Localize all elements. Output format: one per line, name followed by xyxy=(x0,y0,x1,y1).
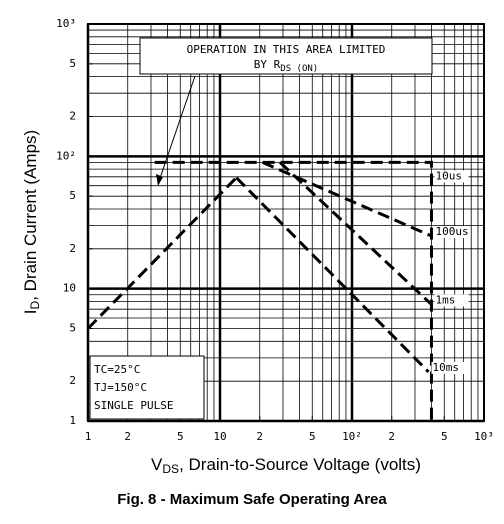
series-label-bg xyxy=(434,294,469,307)
y-label-rest: , Drain Current (Amps) xyxy=(21,130,40,301)
y-tick-label: 2 xyxy=(69,109,76,122)
x-tick-label: 10 xyxy=(213,430,226,443)
y-axis-label: ID, Drain Current (Amps) xyxy=(21,130,42,314)
series-label: 1ms xyxy=(435,293,455,306)
x-tick-label: 1 xyxy=(85,430,92,443)
y-tick-label: 2 xyxy=(69,374,76,387)
x-tick-label: 2 xyxy=(124,430,131,443)
soa-line xyxy=(279,161,433,306)
annotation-box xyxy=(139,37,433,75)
arrow-head xyxy=(156,174,163,186)
y-tick-label: 10² xyxy=(56,149,76,162)
y-tick-label: 5 xyxy=(69,189,76,202)
x-tick-label: 10² xyxy=(342,430,362,443)
y-tick-label: 2 xyxy=(69,242,76,255)
y-tick-label: 10 xyxy=(63,282,76,295)
condition: SINGLE PULSE xyxy=(94,399,173,412)
x-label-rest: , Drain-to-Source Voltage (volts) xyxy=(179,455,421,474)
y-tick-label: 5 xyxy=(69,322,76,335)
x-axis-label: VDS, Drain-to-Source Voltage (volts) xyxy=(151,455,421,476)
x-tick-label: 2 xyxy=(388,430,395,443)
x-tick-label: 5 xyxy=(309,430,316,443)
series-label: 100us xyxy=(435,225,468,238)
plot-frame xyxy=(87,23,485,422)
x-tick-label: 2 xyxy=(256,430,263,443)
x-tick-label: 5 xyxy=(177,430,184,443)
condition: TC=25°C xyxy=(94,363,140,376)
series-label-bg xyxy=(434,226,469,239)
soa-line xyxy=(154,160,433,421)
soa-line xyxy=(235,176,430,373)
y-tick-label: 10³ xyxy=(56,17,76,30)
y-label-sub: D xyxy=(28,300,42,309)
series-label: 10ms xyxy=(433,361,460,374)
annotation-sub: DS (ON) xyxy=(280,64,318,74)
y-tick-label: 5 xyxy=(69,57,76,70)
x-label-sub: DS xyxy=(162,462,179,476)
condition: TJ=150°C xyxy=(94,381,147,394)
annotation-line: BY RDS (ON) xyxy=(254,58,318,74)
x-tick-label: 5 xyxy=(441,430,448,443)
annotation-arrow xyxy=(157,75,196,185)
x-label-main: V xyxy=(151,455,163,474)
annotation-text: BY R xyxy=(254,58,281,71)
y-tick-label: 1 xyxy=(69,414,76,427)
x-tick-label: 10³ xyxy=(474,430,494,443)
series-label-bg xyxy=(434,170,469,183)
caption: Fig. 8 - Maximum Safe Operating Area xyxy=(117,491,387,508)
annotation-line: OPERATION IN THIS AREA LIMITED xyxy=(187,43,386,56)
series-label-bg xyxy=(431,361,466,374)
y-label-main: I xyxy=(21,309,40,314)
soa-line xyxy=(261,161,433,238)
conditions-box xyxy=(89,355,205,420)
series-label: 10us xyxy=(435,169,462,182)
